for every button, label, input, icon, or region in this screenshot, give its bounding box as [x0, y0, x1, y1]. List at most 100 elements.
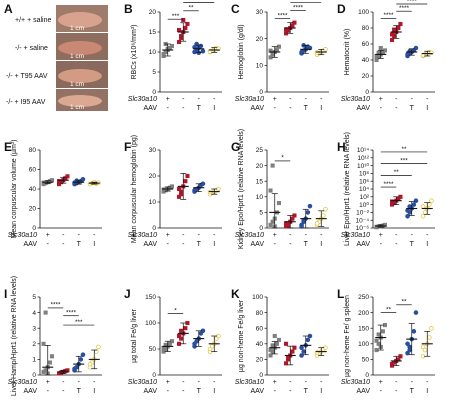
genotype-value: + — [166, 96, 170, 103]
genotype-value: - — [289, 232, 292, 239]
data-point — [405, 341, 410, 347]
genotype-value: - — [93, 379, 96, 386]
aav-row-label: AAV — [357, 388, 371, 395]
genotype-value: - — [198, 379, 201, 386]
aav-value: I — [93, 388, 95, 395]
genotype-value: + — [273, 379, 277, 386]
data-point — [268, 353, 273, 358]
y-tick-label: 0 — [32, 225, 36, 232]
y-tick-label: 15 — [149, 29, 157, 36]
genotype-value: - — [289, 96, 292, 103]
y-tick-label: 10⁻⁴ — [356, 217, 370, 224]
y-tick-label: 50 — [362, 357, 370, 364]
data-point — [390, 362, 395, 367]
genotype-value: + — [273, 232, 277, 239]
data-point — [420, 344, 426, 350]
data-point — [420, 204, 426, 209]
significance-label: * — [281, 155, 284, 162]
aav-value: T — [197, 241, 202, 248]
genotype-row-label: Slc30a10 — [341, 379, 370, 386]
y-tick-label: 150 — [358, 325, 369, 332]
aav-row-label: AAV — [24, 241, 38, 248]
aav-row-label: AAV — [251, 105, 265, 112]
data-point — [307, 203, 313, 209]
y-tick-label: 10 — [149, 49, 157, 56]
panel-e: E 0 20 40 60 80 Mean corpuscular volume (µm³)S… — [4, 140, 102, 248]
y-tick-label: 0 — [152, 372, 156, 379]
significance-label: **** — [383, 12, 394, 19]
aav-value: T — [304, 241, 309, 248]
y-tick-label: 20 — [256, 36, 264, 43]
y-tick-label: 20 — [256, 163, 264, 170]
data-point — [411, 202, 417, 207]
significance-label: ** — [401, 146, 407, 153]
data-point — [411, 329, 417, 334]
genotype-row-label: Slc30a10 — [235, 232, 264, 239]
aav-value: - — [182, 241, 185, 248]
y-tick-label: 10 — [256, 194, 264, 201]
genotype-value: - — [93, 232, 96, 239]
significance-label: **** — [66, 310, 77, 317]
y-tick-label: 20 — [362, 73, 370, 80]
genotype-value: + — [166, 232, 170, 239]
data-point — [268, 222, 273, 227]
y-tick-label: 0 — [365, 372, 369, 379]
y-tick-label: 0 — [152, 89, 156, 96]
y-tick-label: 60 — [29, 167, 37, 174]
y-tick-label: 1 — [32, 357, 36, 364]
data-point — [169, 184, 174, 189]
genotype-row-label: Slc30a10 — [235, 379, 264, 386]
y-tick-label: 80 — [29, 147, 37, 154]
data-point — [72, 366, 77, 372]
mouse-body-4 — [58, 95, 102, 107]
data-point — [47, 360, 52, 365]
genotype-value: - — [426, 96, 429, 103]
data-point — [427, 335, 432, 340]
data-point — [413, 198, 419, 204]
panel-b-letter: B — [124, 2, 133, 16]
y-tick-label: 4 — [32, 310, 36, 317]
y-axis-label: Mean corpuscular hemoglobin (pg) — [131, 135, 138, 243]
data-point — [390, 199, 395, 204]
aav-value: I — [426, 241, 428, 248]
aav-value: - — [47, 241, 50, 248]
data-point — [87, 361, 93, 367]
aav-value: T — [197, 105, 202, 112]
significance-label: *** — [302, 0, 310, 3]
data-point — [192, 341, 197, 347]
data-point — [398, 21, 403, 27]
genotype-value: + — [46, 232, 50, 239]
aav-value: - — [167, 241, 170, 248]
y-tick-label: 40 — [29, 186, 37, 193]
y-tick-label: 100 — [358, 9, 369, 16]
aav-value: - — [167, 388, 170, 395]
data-point — [374, 338, 379, 343]
data-point — [321, 213, 326, 218]
y-tick-label: 25 — [256, 147, 264, 154]
y-tick-label: 30 — [149, 147, 157, 154]
y-tick-label: 10⁰ — [359, 201, 369, 209]
significance-label: ** — [188, 5, 194, 12]
y-tick-label: 2 — [32, 341, 36, 348]
scale-label-2: 1 cm — [70, 53, 84, 60]
aav-value: - — [395, 105, 398, 112]
y-tick-label: 80 — [362, 25, 370, 32]
genotype-value: - — [182, 96, 185, 103]
genotype-value: - — [289, 379, 292, 386]
genotype-value: - — [426, 379, 429, 386]
y-tick-label: 40 — [256, 341, 264, 348]
y-tick-label: 20 — [256, 357, 264, 364]
genotype-row-label: Slc30a10 — [8, 232, 37, 239]
genotype-value: + — [273, 96, 277, 103]
data-point — [276, 337, 281, 342]
genotype-value: - — [305, 232, 308, 239]
aav-value: - — [182, 105, 185, 112]
data-point — [299, 49, 304, 55]
aav-value: - — [47, 388, 50, 395]
data-point — [374, 57, 379, 63]
genotype-value: - — [182, 232, 185, 239]
row-label-2: -/- + saline — [15, 45, 48, 52]
data-point — [268, 347, 273, 353]
data-point — [179, 35, 184, 41]
aav-value: I — [320, 105, 322, 112]
